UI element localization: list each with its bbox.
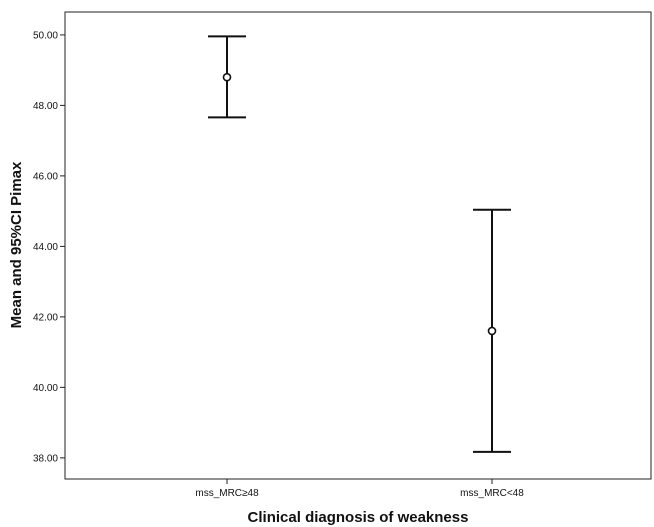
plot-frame [64, 11, 652, 480]
mean-point [222, 72, 232, 82]
x-tick-label: mss_MRC≥48 [195, 488, 259, 499]
error-bar-group [208, 35, 246, 119]
error-bar-group [473, 208, 511, 453]
y-tick-label: 42.00 [33, 312, 58, 323]
y-tick-label: 44.00 [33, 242, 58, 253]
x-tick-label: mss_MRC<48 [460, 488, 524, 499]
y-tick-label: 38.00 [33, 453, 58, 464]
error-bars [208, 35, 511, 453]
mean-point [487, 326, 497, 336]
y-tick-label: 40.00 [33, 383, 58, 394]
y-tick-label: 46.00 [33, 171, 58, 182]
y-tick-label: 48.00 [33, 101, 58, 112]
y-axis-title: Mean and 95%CI Pimax [8, 161, 25, 328]
y-axis: 38.00 40.00 42.00 44.00 46.00 48.00 50.00 [33, 30, 65, 464]
x-axis: mss_MRC≥48 mss_MRC<48 [195, 479, 524, 499]
x-axis-title: Clinical diagnosis of weakness [248, 509, 469, 526]
y-tick-label: 50.00 [33, 30, 58, 41]
